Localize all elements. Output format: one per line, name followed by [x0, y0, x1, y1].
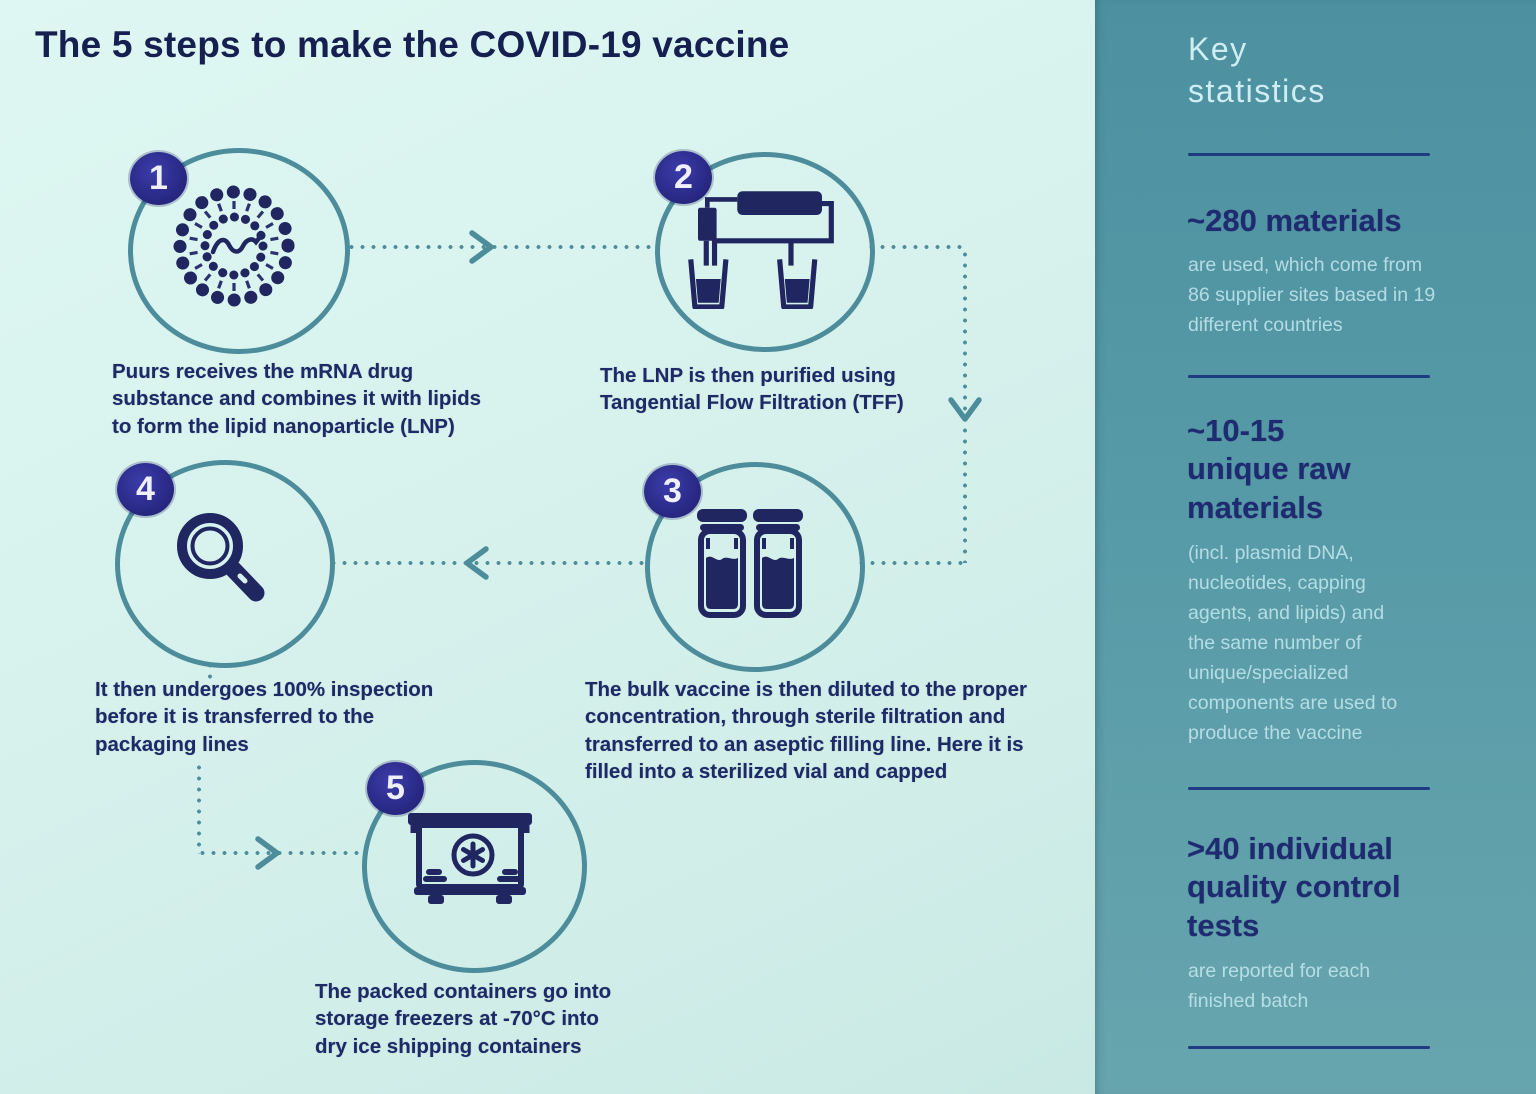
stat-raw-materials-headline: ~10-15 unique raw materials — [1187, 413, 1351, 525]
step-1-circle — [128, 148, 350, 354]
step-5-circle — [362, 760, 587, 973]
divider-3 — [1188, 787, 1430, 790]
step-3-circle — [645, 462, 865, 672]
stat-materials-headline: ~280 materials — [1187, 203, 1402, 238]
arrowhead-left-step3-step4 — [464, 546, 489, 580]
connector-step4-down-b — [197, 762, 201, 854]
step-3-badge: 3 — [644, 465, 701, 518]
divider-1 — [1188, 153, 1430, 156]
stat-qc-tests-headline: >40 individual quality control tests — [1187, 831, 1401, 943]
step-5-badge: 5 — [367, 762, 424, 815]
step-4-caption: It then undergoes 100% inspection before… — [95, 678, 434, 756]
step-2-circle — [655, 152, 875, 352]
arrowhead-down-step2-step3 — [948, 397, 982, 422]
main-panel: The 5 steps to make the COVID-19 vaccine… — [35, 24, 1027, 1058]
connector-step2-corner — [866, 245, 968, 249]
stat-raw-materials-detail: (incl. plasmid DNA, nucleotides, capping… — [1188, 542, 1398, 745]
step-2-caption: The LNP is then purified using Tangentia… — [600, 364, 904, 415]
page-title: The 5 steps to make the COVID-19 vaccine — [35, 24, 790, 65]
filled-vials-icon — [697, 509, 803, 618]
freezer-icon — [408, 813, 532, 904]
connector-step4-step5 — [197, 851, 364, 855]
connector-step1-step2 — [346, 245, 652, 249]
connector-step4-down-a — [208, 660, 212, 682]
stat-materials-detail: are used, which come from 86 supplier si… — [1188, 254, 1436, 337]
stat-qc-tests-detail: are reported for each finished batch — [1188, 960, 1371, 1013]
arrowhead-right-step4-step5 — [255, 836, 280, 870]
step-4-badge: 4 — [117, 463, 174, 516]
connector-corner-step3 — [856, 561, 966, 565]
step-5-caption: The packed containers go into storage fr… — [315, 980, 612, 1058]
divider-4 — [1188, 1046, 1430, 1049]
divider-2 — [1188, 375, 1430, 378]
connector-corner-down — [963, 249, 967, 563]
lipid-nanoparticle-icon — [173, 185, 295, 307]
step-1-badge: 1 — [130, 152, 187, 205]
key-statistics-panel: Key statistics ~280 materials are used, … — [1095, 0, 1536, 1094]
magnifier-icon — [177, 513, 265, 602]
step-3-caption: The bulk vaccine is then diluted to the … — [585, 678, 1027, 784]
step-4-circle — [115, 460, 335, 668]
tff-filtration-icon — [688, 191, 834, 309]
sidebar-title: Key statistics — [1188, 31, 1326, 110]
connector-step3-step4 — [328, 561, 646, 565]
step-2-badge: 2 — [655, 151, 712, 204]
step-1-caption: Puurs receives the mRNA drug substance a… — [112, 360, 482, 438]
arrowhead-right-step1-step2 — [469, 230, 494, 264]
